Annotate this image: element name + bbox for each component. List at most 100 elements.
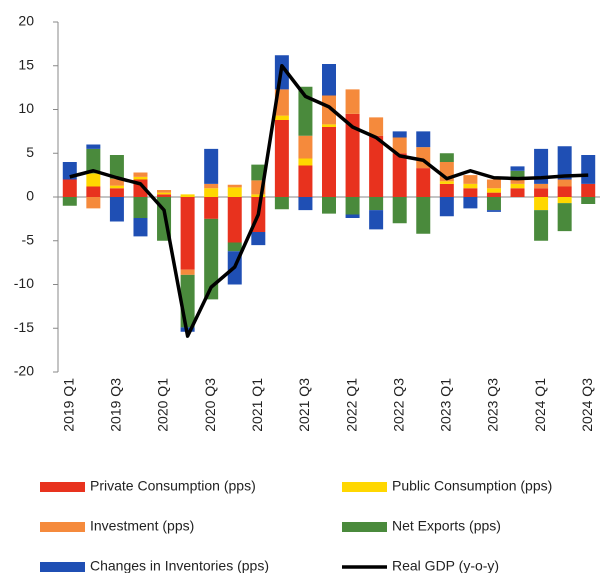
bar-segment — [534, 188, 549, 197]
bar-segment — [109, 178, 124, 186]
bar-segment — [204, 218, 219, 300]
x-tick-label: 2020 Q1 — [155, 378, 171, 432]
bar-segment — [345, 214, 360, 218]
bar-segment — [86, 186, 101, 197]
bar-segment — [534, 197, 549, 211]
bar-segment — [86, 144, 101, 149]
y-tick-label: -20 — [14, 363, 34, 379]
bar-segment — [298, 158, 313, 166]
bar-segment — [510, 188, 525, 197]
bar-segment — [109, 185, 124, 189]
x-tick-label: 2024 Q1 — [532, 378, 548, 432]
x-tick-label: 2021 Q1 — [249, 378, 265, 432]
bar-segment — [416, 131, 431, 148]
bar-segment — [486, 197, 501, 211]
bar-segment — [557, 186, 572, 197]
legend-label: Changes in Inventories (pps) — [90, 558, 269, 573]
bar-segment — [416, 168, 431, 197]
bar-segment — [86, 173, 101, 187]
legend-swatch — [40, 522, 85, 532]
bar-segment — [133, 172, 148, 177]
bar-segment — [180, 269, 195, 275]
bar-segment — [227, 197, 242, 243]
y-tick-label: 15 — [18, 56, 34, 72]
bar-segment — [416, 197, 431, 234]
bar-segment — [322, 95, 336, 125]
x-tick-label: 2024 Q3 — [579, 378, 595, 432]
bar-segment — [133, 176, 148, 180]
bar-segment — [109, 188, 124, 197]
bar-segment — [157, 194, 172, 197]
legend-label: Investment (pps) — [90, 518, 194, 534]
bar-segment — [463, 175, 478, 184]
legend-swatch — [40, 562, 85, 572]
y-tick-label: 10 — [18, 100, 34, 116]
bar-segment — [133, 218, 148, 237]
bar-segment — [581, 183, 596, 197]
x-tick-label: 2019 Q3 — [108, 378, 124, 432]
bar-segment — [581, 155, 596, 184]
bar-segment — [463, 183, 478, 189]
bar-segment — [298, 197, 313, 211]
bar-segment — [227, 242, 242, 252]
bar-segment — [274, 115, 289, 120]
bar-segment — [557, 203, 572, 232]
bar-segment — [463, 197, 478, 209]
bar-segment — [180, 194, 195, 197]
x-tick-label: 2020 Q3 — [202, 378, 218, 432]
bar-segment — [557, 146, 572, 180]
bar-segment — [557, 179, 572, 187]
bar-segment — [62, 179, 77, 197]
bar-segment — [557, 197, 572, 204]
line — [69, 64, 589, 338]
bar-segment — [439, 181, 454, 184]
x-tick-label: 2023 Q1 — [438, 378, 454, 432]
x-tick-label: 2022 Q1 — [343, 378, 359, 432]
bar-segment — [534, 148, 549, 184]
bar-segment — [439, 183, 454, 197]
bar-segment — [180, 197, 195, 270]
bar-segment — [157, 190, 172, 193]
bar-segment — [133, 197, 148, 218]
bar-segment — [274, 120, 289, 197]
bar-segment — [227, 187, 242, 197]
bar-segment — [86, 197, 101, 209]
bar-segment — [486, 179, 501, 189]
legend-label: Net Exports (pps) — [392, 518, 501, 534]
y-tick-label: -10 — [14, 275, 34, 291]
bar-segment — [369, 210, 384, 230]
bar-segment — [534, 210, 549, 241]
bar-segment — [369, 197, 384, 211]
y-tick-label: 0 — [26, 188, 34, 204]
legend-label: Public Consumption (pps) — [392, 478, 552, 494]
y-tick-label: 20 — [18, 13, 34, 29]
bar-segment — [369, 117, 384, 136]
bar-segment — [109, 155, 124, 179]
legend-swatch — [40, 482, 85, 492]
bar-segment — [157, 192, 172, 195]
bar-segment — [439, 197, 454, 217]
x-tick-label: 2022 Q3 — [390, 378, 406, 432]
legend-swatch — [342, 482, 387, 492]
y-tick-label: 5 — [26, 144, 34, 160]
bar-segment — [392, 137, 407, 154]
bar-segment — [486, 210, 501, 212]
bar-segment — [439, 153, 454, 162]
bar-segment — [510, 170, 525, 180]
bar-segment — [204, 197, 219, 219]
y-tick-label: -15 — [14, 319, 34, 335]
x-tick-label: 2021 Q3 — [296, 378, 312, 432]
bar-segment — [463, 188, 478, 197]
bar-segment — [345, 113, 360, 197]
bar-segment — [345, 197, 360, 215]
legend-swatch — [342, 522, 387, 532]
bar-segment — [510, 166, 525, 171]
bar-segment — [204, 188, 219, 197]
bar-segment — [510, 179, 525, 184]
bar-segment — [109, 197, 124, 222]
bar-segment — [486, 188, 501, 193]
bar-segment — [298, 135, 313, 159]
legend-label: Private Consumption (pps) — [90, 478, 256, 494]
bar-segment — [581, 197, 596, 204]
